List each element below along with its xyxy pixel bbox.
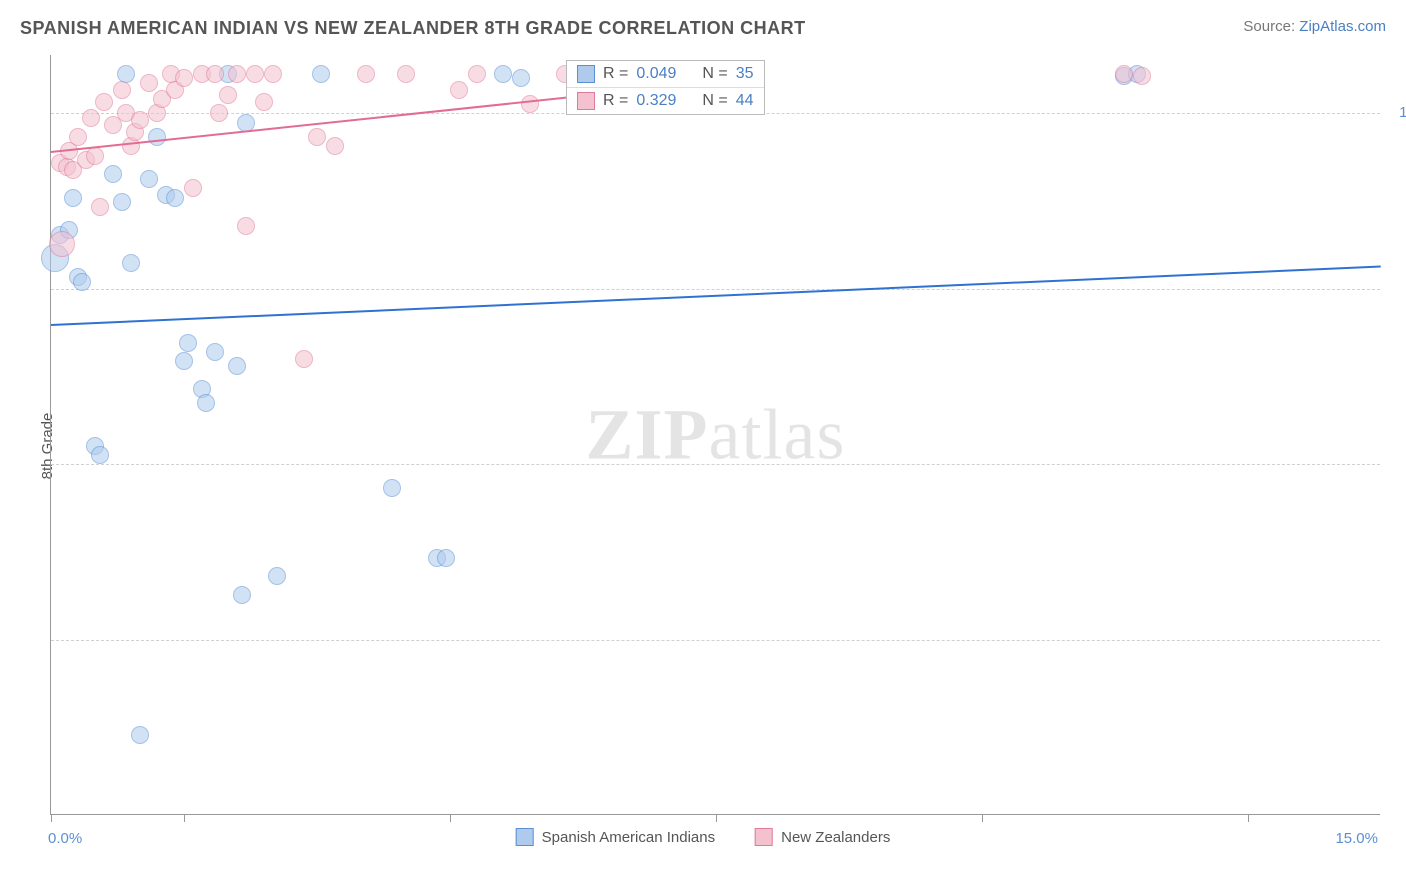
stat-swatch-nz bbox=[577, 92, 595, 110]
data-point-sai bbox=[312, 65, 330, 83]
data-point-sai bbox=[91, 446, 109, 464]
stat-n-value: 44 bbox=[736, 92, 754, 110]
stat-r-label: R = bbox=[603, 92, 628, 110]
data-point-sai bbox=[197, 394, 215, 412]
x-axis-max-label: 15.0% bbox=[1335, 830, 1378, 847]
stat-swatch-sai bbox=[577, 65, 595, 83]
data-point-nz bbox=[49, 231, 75, 257]
data-point-nz bbox=[140, 74, 158, 92]
y-tick-label: 77.5% bbox=[1390, 631, 1406, 648]
data-point-nz bbox=[468, 65, 486, 83]
data-point-nz bbox=[1133, 67, 1151, 85]
trend-line-sai bbox=[51, 265, 1381, 325]
data-point-sai bbox=[148, 128, 166, 146]
chart-container: SPANISH AMERICAN INDIAN VS NEW ZEALANDER… bbox=[0, 0, 1406, 892]
chart-title: SPANISH AMERICAN INDIAN VS NEW ZEALANDER… bbox=[20, 18, 806, 39]
correlation-stat-box: R = 0.049 N = 35 R = 0.329 N = 44 bbox=[566, 60, 765, 115]
gridline-h bbox=[51, 640, 1380, 641]
x-tick bbox=[51, 814, 52, 822]
legend-swatch-sai bbox=[516, 828, 534, 846]
data-point-nz bbox=[95, 93, 113, 111]
stat-n-value: 35 bbox=[736, 65, 754, 83]
data-point-nz bbox=[397, 65, 415, 83]
y-tick-label: 100.0% bbox=[1390, 104, 1406, 121]
data-point-nz bbox=[206, 65, 224, 83]
data-point-nz bbox=[228, 65, 246, 83]
gridline-h bbox=[51, 289, 1380, 290]
gridline-h bbox=[51, 464, 1380, 465]
data-point-nz bbox=[357, 65, 375, 83]
source-link[interactable]: ZipAtlas.com bbox=[1299, 18, 1386, 35]
data-point-sai bbox=[64, 189, 82, 207]
data-point-sai bbox=[122, 254, 140, 272]
stat-r-value: 0.049 bbox=[636, 65, 676, 83]
x-tick bbox=[1248, 814, 1249, 822]
data-point-nz bbox=[255, 93, 273, 111]
data-point-nz bbox=[210, 104, 228, 122]
data-point-sai bbox=[140, 170, 158, 188]
legend-item-nz: New Zealanders bbox=[755, 828, 890, 846]
data-point-sai bbox=[175, 352, 193, 370]
data-point-sai bbox=[206, 343, 224, 361]
data-point-sai bbox=[117, 65, 135, 83]
watermark-light: atlas bbox=[709, 394, 846, 474]
data-point-nz bbox=[326, 137, 344, 155]
data-point-nz bbox=[295, 350, 313, 368]
data-point-sai bbox=[179, 334, 197, 352]
data-point-nz bbox=[246, 65, 264, 83]
data-point-sai bbox=[73, 273, 91, 291]
source-prefix: Source: bbox=[1243, 18, 1299, 35]
y-tick-label: 85.0% bbox=[1390, 455, 1406, 472]
data-point-nz bbox=[264, 65, 282, 83]
data-point-sai bbox=[228, 357, 246, 375]
data-point-nz bbox=[175, 69, 193, 87]
source-credit: Source: ZipAtlas.com bbox=[1243, 18, 1386, 35]
plot-area: ZIPatlas 77.5%85.0%92.5%100.0%R = 0.049N… bbox=[50, 55, 1380, 815]
stat-row-sai: R = 0.049 N = 35 bbox=[567, 61, 764, 87]
stat-row-nz: R = 0.329 N = 44 bbox=[567, 87, 764, 114]
legend-label: Spanish American Indians bbox=[542, 829, 715, 846]
legend-swatch-nz bbox=[755, 828, 773, 846]
data-point-sai bbox=[113, 193, 131, 211]
data-point-nz bbox=[184, 179, 202, 197]
data-point-nz bbox=[521, 95, 539, 113]
stat-n-label: N = bbox=[702, 65, 727, 83]
bottom-legend: Spanish American Indians New Zealanders bbox=[516, 828, 891, 846]
data-point-nz bbox=[237, 217, 255, 235]
data-point-nz bbox=[1115, 65, 1133, 83]
data-point-nz bbox=[86, 147, 104, 165]
data-point-nz bbox=[450, 81, 468, 99]
data-point-sai bbox=[131, 726, 149, 744]
stat-r-label: R = bbox=[603, 65, 628, 83]
stat-n-label: N = bbox=[702, 92, 727, 110]
data-point-sai bbox=[512, 69, 530, 87]
x-tick bbox=[450, 814, 451, 822]
data-point-sai bbox=[233, 586, 251, 604]
stat-r-value: 0.329 bbox=[636, 92, 676, 110]
x-tick bbox=[184, 814, 185, 822]
data-point-nz bbox=[113, 81, 131, 99]
data-point-sai bbox=[494, 65, 512, 83]
data-point-sai bbox=[268, 567, 286, 585]
data-point-sai bbox=[166, 189, 184, 207]
data-point-nz bbox=[82, 109, 100, 127]
data-point-nz bbox=[131, 111, 149, 129]
data-point-nz bbox=[219, 86, 237, 104]
legend-item-sai: Spanish American Indians bbox=[516, 828, 715, 846]
data-point-nz bbox=[91, 198, 109, 216]
x-axis-min-label: 0.0% bbox=[48, 830, 82, 847]
data-point-sai bbox=[437, 549, 455, 567]
x-tick bbox=[982, 814, 983, 822]
x-tick bbox=[716, 814, 717, 822]
data-point-nz bbox=[308, 128, 326, 146]
watermark-bold: ZIP bbox=[586, 394, 709, 474]
data-point-sai bbox=[104, 165, 122, 183]
data-point-sai bbox=[383, 479, 401, 497]
legend-label: New Zealanders bbox=[781, 829, 890, 846]
data-point-nz bbox=[69, 128, 87, 146]
y-tick-label: 92.5% bbox=[1390, 280, 1406, 297]
